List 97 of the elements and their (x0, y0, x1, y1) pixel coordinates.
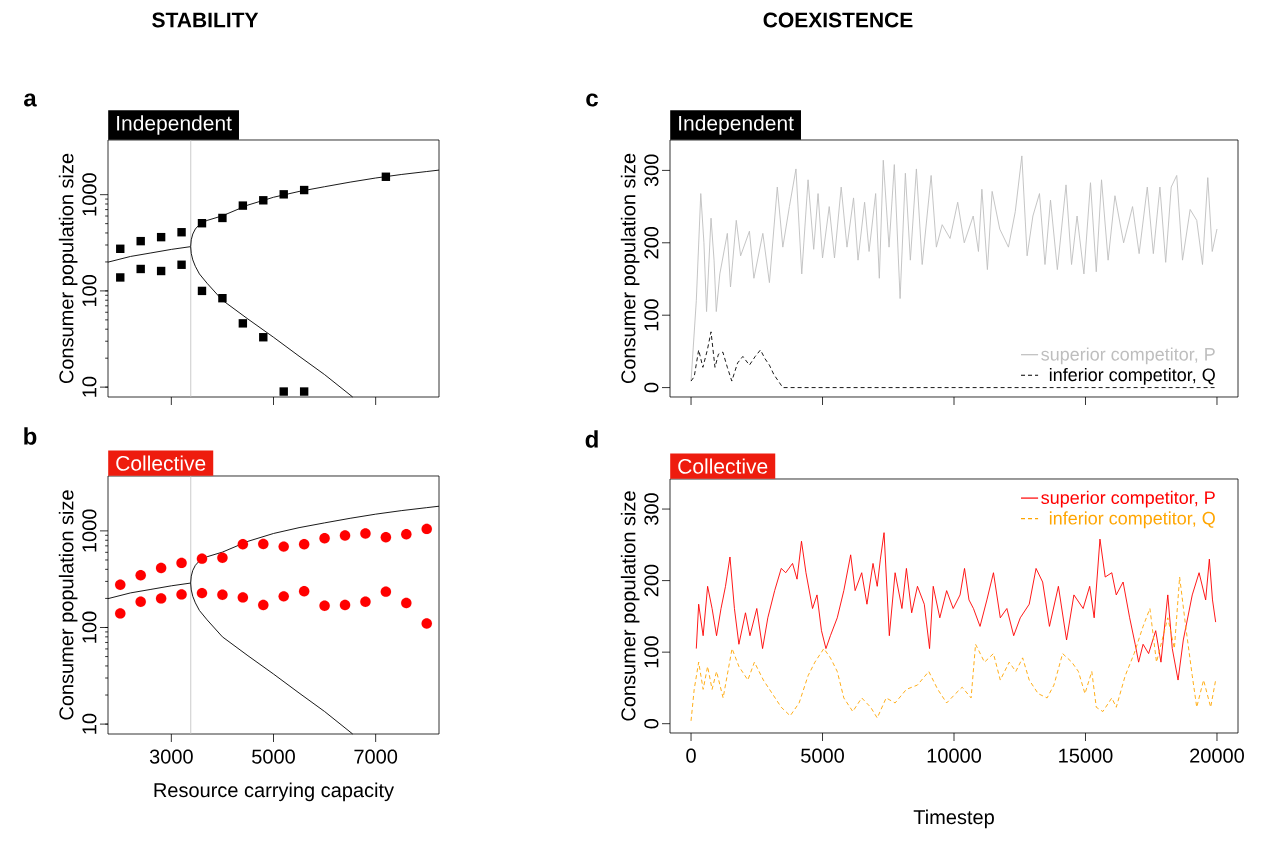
point (279, 387, 288, 396)
point (401, 528, 412, 540)
text: a (24, 93, 37, 107)
y-tick-label: 0 (644, 382, 659, 393)
legend-label: superior competitor, P (1041, 347, 1215, 365)
point (279, 190, 288, 199)
point (238, 201, 248, 210)
point (360, 528, 371, 539)
point (197, 286, 207, 296)
point (155, 562, 167, 574)
point (237, 538, 249, 550)
point (421, 523, 432, 535)
chart-title: Collective (678, 458, 768, 474)
y-tick-label: 300 (644, 154, 659, 187)
y-tick-label: 1000 (82, 173, 97, 216)
y-tick-label: 200 (644, 564, 659, 597)
point (196, 553, 208, 564)
point (155, 593, 167, 604)
chart-title: Independent (679, 115, 794, 135)
point (115, 608, 126, 619)
legend-label: inferior competitor, Q (1049, 367, 1215, 385)
x-tick-label: 3000 (149, 749, 193, 764)
point (299, 387, 309, 396)
point (258, 599, 269, 611)
point (380, 586, 392, 597)
point (115, 579, 126, 591)
point (135, 596, 146, 607)
point (218, 213, 227, 223)
point (360, 596, 371, 607)
y-tick-label: 1000 (82, 509, 97, 552)
point (278, 541, 289, 552)
point (218, 294, 227, 303)
point (339, 599, 351, 611)
x-axis-title: Resource carrying capacity (154, 782, 395, 802)
point (238, 319, 248, 328)
point (197, 219, 207, 228)
chart-title: Collective (116, 455, 206, 471)
x-tick-label: 15000 (1059, 748, 1113, 763)
point (319, 600, 330, 611)
text: d (585, 430, 598, 448)
y-axis-title: Consumer population size (620, 153, 640, 384)
y-tick-label: 100 (82, 275, 97, 307)
y-axis-title: Consumer population size (620, 491, 640, 721)
text: COEXISTENCE (763, 12, 913, 28)
point (298, 538, 310, 550)
x-tick-label: 20000 (1190, 748, 1244, 763)
y-axis-title: Consumer population size (58, 490, 78, 720)
y-tick-label: 10 (82, 713, 97, 734)
point (116, 273, 125, 282)
x-tick-label: 5000 (801, 748, 844, 763)
chart-title: Independent (117, 115, 232, 135)
point (177, 260, 186, 269)
x-tick-label: 7000 (354, 749, 398, 764)
point (421, 618, 432, 629)
x-tick-label: 0 (686, 748, 696, 763)
point (176, 589, 187, 600)
point (319, 532, 330, 544)
point (136, 264, 145, 274)
point (258, 538, 269, 550)
point (237, 592, 249, 603)
x-axis-title: Timestep (913, 809, 994, 829)
point (156, 266, 166, 276)
line-series (695, 532, 1217, 681)
point (177, 228, 186, 237)
line-series (690, 576, 1217, 722)
legend-label: inferior competitor, Q (1049, 511, 1215, 529)
text: STABILITY (152, 12, 259, 28)
y-axis-title: Consumer population size (58, 153, 78, 384)
point (217, 552, 228, 563)
point (380, 532, 392, 543)
point (298, 586, 310, 597)
point (116, 244, 125, 253)
x-tick-label: 10000 (927, 748, 982, 763)
y-tick-label: 0 (644, 718, 659, 729)
point (136, 236, 145, 246)
text: b (24, 427, 37, 445)
point (381, 172, 391, 181)
y-tick-label: 100 (644, 299, 659, 331)
point (156, 232, 166, 242)
point (401, 597, 412, 609)
legend-label: superior competitor, P (1041, 490, 1215, 508)
text: c (586, 93, 598, 107)
point (278, 591, 289, 602)
point (217, 589, 228, 601)
point (259, 196, 268, 205)
point (339, 530, 351, 541)
x-tick-label: 5000 (252, 749, 295, 764)
point (259, 333, 268, 342)
point (135, 570, 146, 581)
y-tick-label: 300 (644, 493, 659, 525)
y-tick-label: 100 (82, 611, 97, 643)
y-tick-label: 10 (82, 376, 97, 397)
point (176, 557, 187, 569)
point (299, 185, 309, 195)
point (196, 587, 208, 599)
y-tick-label: 200 (644, 226, 659, 259)
y-tick-label: 100 (644, 636, 659, 668)
